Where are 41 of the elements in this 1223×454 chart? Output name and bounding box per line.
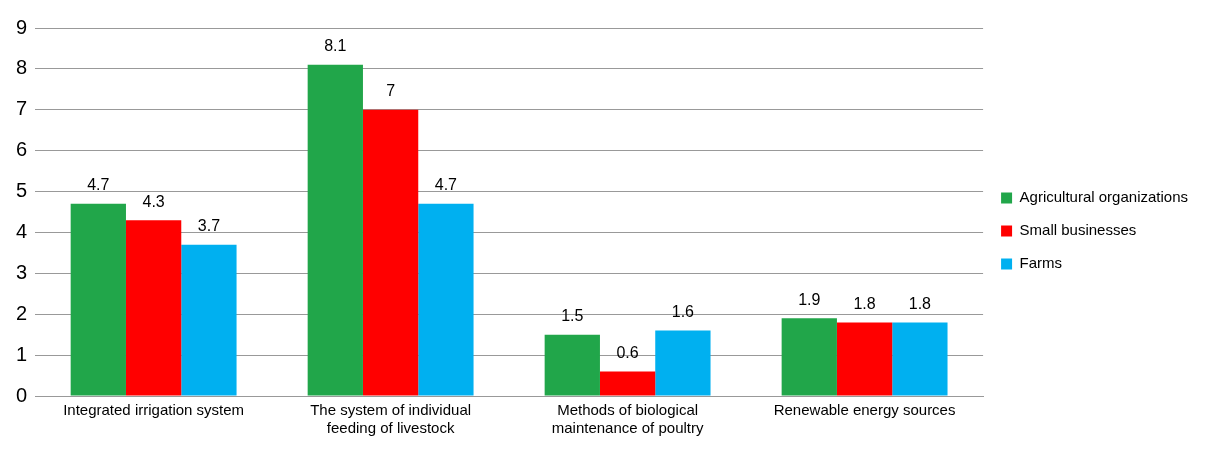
bar <box>544 334 600 396</box>
bar <box>181 244 237 396</box>
data-label: 1.6 <box>671 302 695 320</box>
bar <box>70 203 126 396</box>
bar <box>362 109 419 396</box>
legend-label: Farms <box>1019 254 1063 272</box>
legend-label: Agricultural organizations <box>1019 188 1188 206</box>
x-tick-label: Methods of biological maintenance of poultry <box>551 401 704 437</box>
data-label: 1.5 <box>561 307 584 325</box>
x-tick-label: The system of individual feeding of livestock <box>310 401 472 437</box>
y-tick-label: 3 <box>16 260 28 283</box>
y-tick-label: 0 <box>16 383 28 406</box>
data-label: 1.8 <box>853 294 876 312</box>
y-tick-label: 4 <box>16 219 28 242</box>
y-tick-label: 6 <box>16 138 28 161</box>
bar <box>836 322 893 396</box>
x-tick-label: Renewable energy sources <box>773 401 956 419</box>
y-tick-label: 8 <box>16 56 28 79</box>
bar <box>307 64 363 396</box>
data-label: 1.9 <box>798 290 821 308</box>
bar <box>418 203 474 396</box>
bar <box>892 322 948 396</box>
legend-label: Small businesses <box>1019 221 1137 239</box>
y-tick-label: 7 <box>16 97 28 120</box>
bar <box>599 371 656 396</box>
bar <box>781 318 837 396</box>
y-tick-label: 9 <box>16 15 28 38</box>
data-label: 4.3 <box>142 192 165 210</box>
x-tick-label: Integrated irrigation system <box>63 401 245 419</box>
data-label: 3.7 <box>197 217 221 235</box>
y-tick-label: 2 <box>16 301 28 324</box>
data-label: 1.8 <box>908 294 932 312</box>
bar <box>655 330 711 396</box>
data-label: 8.1 <box>324 37 347 55</box>
data-label: 0.6 <box>616 343 639 361</box>
data-label: 7 <box>386 82 396 100</box>
y-tick-label: 1 <box>16 342 28 365</box>
y-tick-label: 5 <box>16 179 28 202</box>
bar <box>125 220 182 396</box>
data-label: 4.7 <box>434 176 458 194</box>
data-label: 4.7 <box>87 176 110 194</box>
